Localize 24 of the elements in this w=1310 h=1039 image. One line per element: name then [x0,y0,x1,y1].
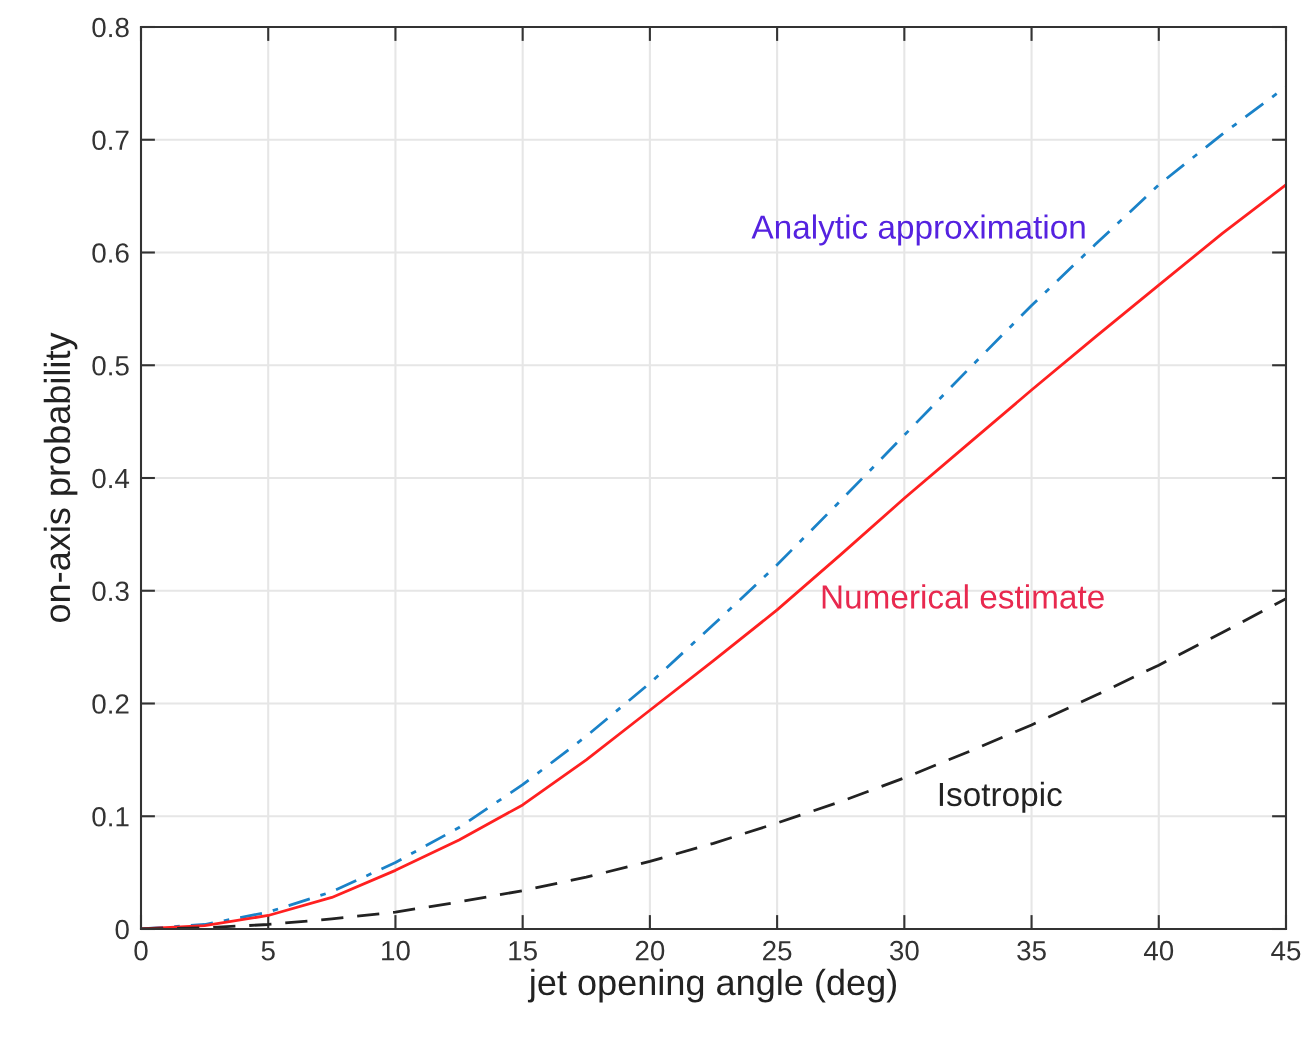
y-tick-label: 0.6 [92,243,129,263]
y-tick-label: 0.1 [92,806,129,827]
series-label: Analytic approximation [751,214,1085,246]
series-label: Numerical estimate [822,584,1104,609]
x-tick-label: 0 [134,940,148,961]
x-tick-label: 10 [382,940,410,961]
y-axis-title: on-axis probability [43,332,78,622]
x-tick-label: 5 [261,941,275,961]
y-tick-label: 0 [115,919,129,940]
x-tick-label: 15 [509,941,537,961]
y-tick-label: 0.7 [92,130,129,151]
x-tick-label: 35 [1017,940,1046,961]
x-tick-label: 40 [1143,940,1174,961]
x-tick-label: 30 [889,940,919,961]
y-tick-label: 0.3 [92,581,129,602]
y-tick-label: 0.4 [92,468,130,489]
series-label: Isotropic [939,781,1062,813]
y-tick-label: 0.5 [92,355,129,376]
y-tick-label: 0.8 [92,17,129,38]
x-tick-label: 20 [635,940,665,961]
x-tick-label: 25 [763,940,792,961]
x-axis-title: jet opening angle (deg) [527,968,896,1003]
y-tick-label: 0.2 [92,694,129,714]
x-tick-label: 45 [1271,941,1301,961]
